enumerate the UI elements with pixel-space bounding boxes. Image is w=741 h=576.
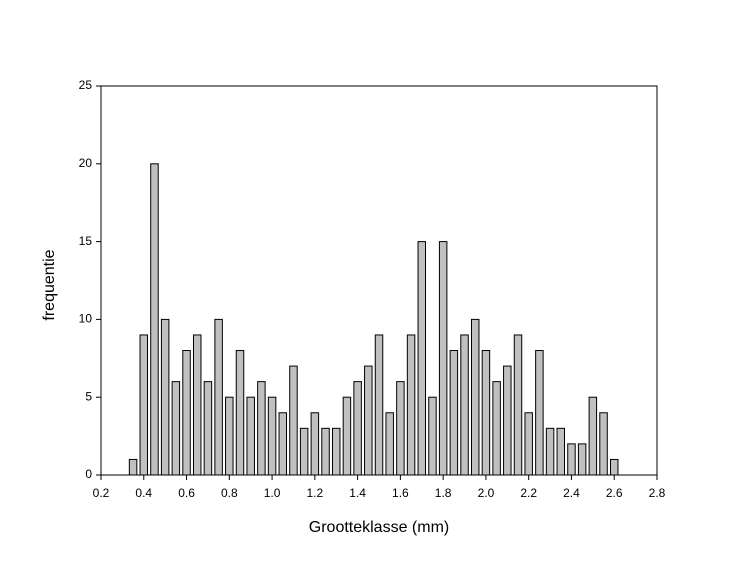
bar xyxy=(321,427,330,476)
bar xyxy=(470,318,480,476)
bar xyxy=(331,427,341,476)
x-tick-label: 2.4 xyxy=(563,486,580,500)
bar xyxy=(182,350,191,476)
x-tick-label: 1.2 xyxy=(307,486,324,500)
x-tick-label: 0.6 xyxy=(178,486,195,500)
bar xyxy=(225,396,234,476)
bar xyxy=(267,396,277,476)
bar xyxy=(374,334,384,476)
y-tick-label: 15 xyxy=(79,234,93,248)
bar xyxy=(257,381,266,476)
bar xyxy=(128,458,138,476)
x-tick-label: 0.2 xyxy=(93,486,110,500)
y-axis-title: frequentie xyxy=(41,249,58,320)
bar xyxy=(278,412,288,476)
y-tick-label: 25 xyxy=(79,78,93,92)
y-tick-label: 10 xyxy=(79,312,93,326)
bar xyxy=(438,241,448,476)
bar xyxy=(417,241,427,476)
x-tick-label: 2.8 xyxy=(649,486,666,500)
bar xyxy=(310,412,320,476)
bar xyxy=(150,163,159,476)
bar xyxy=(577,443,587,476)
bar xyxy=(503,365,512,476)
bar xyxy=(406,334,416,476)
y-tick-label: 0 xyxy=(85,467,92,481)
bar xyxy=(524,412,533,476)
x-tick-label: 1.0 xyxy=(264,486,281,500)
bar xyxy=(139,334,149,476)
bar xyxy=(235,350,245,476)
bar xyxy=(214,318,223,476)
x-tick-label: 2.6 xyxy=(606,486,623,500)
x-tick-label: 0.4 xyxy=(135,486,152,500)
bar xyxy=(353,381,362,476)
bar xyxy=(481,350,491,476)
bar xyxy=(289,365,298,476)
bar xyxy=(160,318,170,476)
bar xyxy=(535,350,544,476)
x-tick-label: 1.4 xyxy=(349,486,366,500)
bar xyxy=(513,334,523,476)
bar xyxy=(556,427,566,476)
x-tick-label: 1.8 xyxy=(435,486,452,500)
bar xyxy=(364,365,373,476)
bar xyxy=(192,334,202,476)
bar xyxy=(203,381,213,476)
bar xyxy=(385,412,394,476)
bar xyxy=(299,427,309,476)
bar xyxy=(567,443,576,476)
y-tick-label: 20 xyxy=(79,156,93,170)
y-tick-label: 5 xyxy=(85,389,92,403)
bar xyxy=(588,396,598,476)
bar xyxy=(342,396,352,476)
x-tick-label: 0.8 xyxy=(221,486,238,500)
bar xyxy=(246,396,255,476)
x-tick-label: 1.6 xyxy=(392,486,409,500)
x-axis-title: Grootteklasse (mm) xyxy=(309,519,449,536)
bar xyxy=(545,427,555,476)
bar xyxy=(492,381,501,476)
bar xyxy=(609,458,619,476)
bar xyxy=(171,381,181,476)
bar xyxy=(449,350,459,476)
x-tick-label: 2.0 xyxy=(478,486,495,500)
bar xyxy=(396,381,405,476)
x-tick-label: 2.2 xyxy=(520,486,537,500)
bar xyxy=(428,396,437,476)
bar xyxy=(460,334,469,476)
bar xyxy=(599,412,608,476)
